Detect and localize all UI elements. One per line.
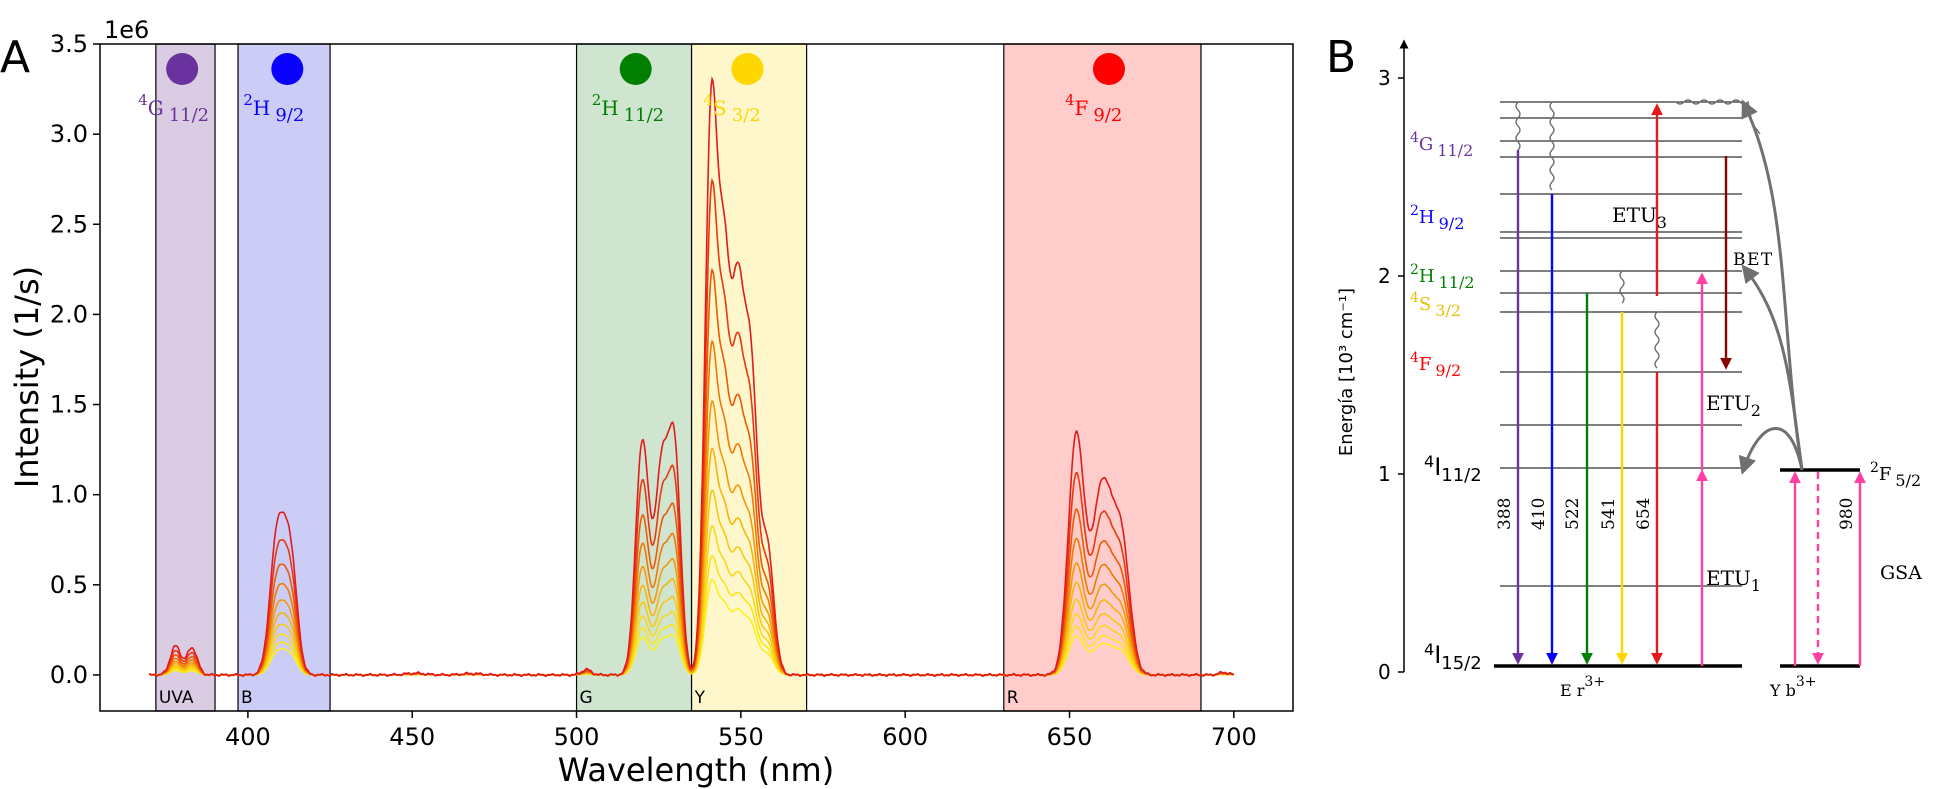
x-tick-label: 450 [389,723,435,751]
band-marker-dot [166,53,199,85]
band-marker-label: 4F 9/2 [1065,91,1122,126]
band-marker-label: 2H 9/2 [243,91,304,126]
band-label: UVA [159,688,194,708]
emission-label-388: 388 [1495,498,1515,530]
panel-label-a: A [0,32,30,83]
level-label-4i152: 4I15/2 [1424,640,1482,674]
y-tick-label: 2.5 [50,210,88,238]
energy-tick-label: 2 [1378,264,1391,288]
level-label-4f92: 4F 9/2 [1410,350,1461,380]
emission-label-522: 522 [1563,498,1583,530]
band-marker-dot [619,53,652,85]
band-label: G [580,688,593,708]
wavy-decay [1619,270,1625,304]
band-label: Y [694,688,706,708]
y-tick-label: 0.0 [50,661,88,689]
x-axis-label: Wavelength (nm) [558,751,834,789]
x-tick-label: 550 [718,723,764,751]
spectrum-series [149,76,1235,678]
energy-axis-ticks: 0 1 2 3 [1378,66,1404,684]
energy-tick-label: 3 [1378,66,1391,90]
emission-label-410: 410 [1529,498,1549,530]
yb-level-label: 2F 5/2 [1870,460,1921,490]
er-ion-label: E r3+ [1560,674,1605,700]
bet-label: BET [1733,250,1774,270]
band-marker-dot [1092,53,1125,85]
etu1-label: ETU1 [1706,566,1761,595]
wavy-decay [1515,101,1521,151]
band-label: B [241,688,253,708]
emission-label-541: 541 [1599,498,1619,530]
y-axis-label: Intensity (1/s) [8,266,46,488]
level-label-4i112: 4I11/2 [1424,452,1482,486]
wavy-decay [1549,101,1555,191]
y-tick-label: 2.0 [50,300,88,328]
panel-label-b: B [1326,32,1356,83]
band-label: R [1007,688,1019,708]
energy-tick-label: 1 [1378,462,1391,486]
band-markers: 4G 11/2 2H 9/2 2H 11/2 4S 3/2 4F 9/2 [138,53,1125,126]
etu2-label: ETU2 [1706,391,1761,420]
level-labels: 4G 11/2 2H 9/2 2H 11/2 4S 3/2 4F 9/2 4I11/2 4… [1410,130,1482,674]
energy-tick-label: 0 [1378,660,1391,684]
x-tick-label: 500 [554,723,600,751]
x-tick-label: 700 [1211,723,1257,751]
band-marker-label: 4S 3/2 [703,91,760,126]
transfer-curve-etu2 [1741,264,1804,471]
plot-frame [99,43,1294,712]
etu3-label: ETU3 [1612,203,1667,232]
band-marker-dot [731,53,764,85]
y-axis-ticks: 0.0 0.5 1.0 1.5 2.0 2.5 3.0 3.5 [50,30,100,689]
y-tick-label: 1.5 [50,391,88,419]
y-tick-label: 3.5 [50,30,88,58]
spectrum-series-line [149,76,1235,678]
y-tick-label: 0.5 [50,571,88,599]
band-b [237,43,331,712]
x-axis-ticks: 400 450 500 550 600 650 700 [225,711,1257,751]
band-uva [155,43,216,712]
x-tick-label: 650 [1047,723,1093,751]
gsa-label: GSA [1880,562,1922,584]
energy-level-diagram: 0 1 2 3 Energía [10³ cm⁻¹] 4G 11/2 2H 9/2 2 [1336,39,1922,700]
level-label-4g112: 4G 11/2 [1410,130,1473,160]
energy-axis-label: Energía [10³ cm⁻¹] [1336,288,1357,456]
y-multiplier: 1e6 [104,16,149,44]
y-tick-label: 3.0 [50,120,88,148]
x-tick-label: 400 [225,723,271,751]
band-marker-label: 4G 11/2 [138,91,209,126]
yb-ion-label: Y b3+ [1769,674,1817,700]
wavy-decay [1654,311,1660,369]
band-r [1003,43,1202,712]
emission-labels: 388 410 522 541 654 [1495,498,1654,530]
emission-arrows [1512,150,1663,665]
wavy-decay [1675,99,1761,135]
x-tick-label: 600 [882,723,928,751]
y-tick-label: 1.0 [50,481,88,509]
level-label-2h92: 2H 9/2 [1410,203,1464,233]
yb-excitation-label: 980 [1837,498,1857,530]
emission-label-654: 654 [1634,498,1654,530]
band-marker-dot [271,53,304,85]
band-marker-label: 2H 11/2 [592,91,664,126]
transfer-curve-etu1 [1738,427,1804,475]
spectrum-chart: UVA B G Y R 4G 11/22H 9/22H 11/24S 3/24F 9/2 400 4… [8,16,1294,789]
level-label-2h112: 2H 11/2 [1410,262,1475,292]
level-label-4s32: 4S 3/2 [1410,290,1461,320]
